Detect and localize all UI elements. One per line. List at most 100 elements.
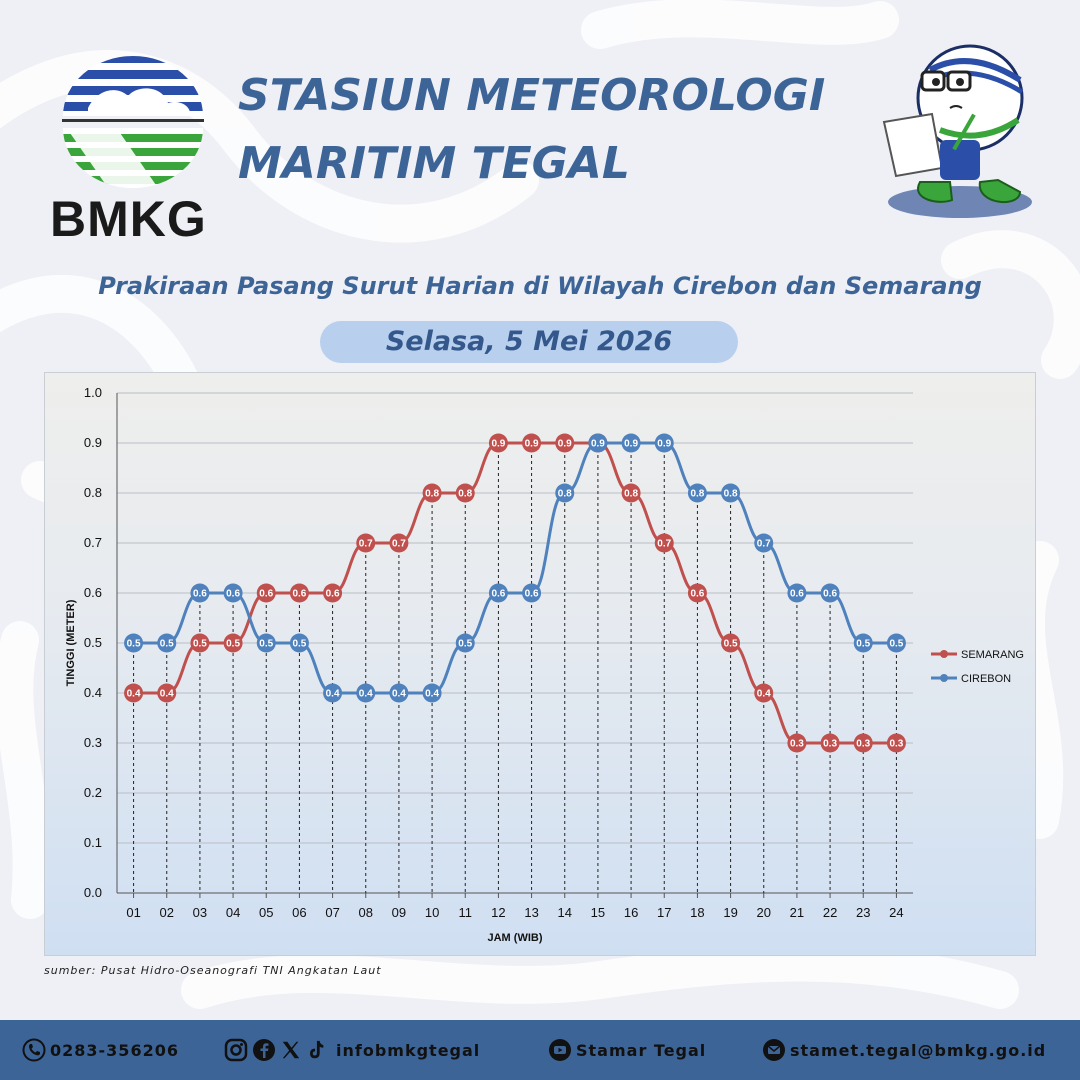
cirebon-point <box>289 633 309 653</box>
semarang-point <box>356 533 376 553</box>
semarang-point <box>190 633 210 653</box>
x-tick-label: 11 <box>459 905 473 920</box>
semarang-point <box>654 533 674 553</box>
page-title: STASIUN METEOROLOGI MARITIM TEGAL <box>238 62 825 198</box>
cirebon-point <box>820 583 840 603</box>
x-tick-label: 01 <box>126 905 140 920</box>
cirebon-point <box>754 533 774 553</box>
social-handle: infobmkgtegal <box>336 1040 481 1060</box>
cirebon-point <box>455 633 475 653</box>
chart-svg: 0.0 0.1 0.2 0.3 0.4 0.5 0.6 0.7 0.8 0.9 1.0 01 02 03 0… <box>65 385 1024 944</box>
x-tick-label: 02 <box>160 905 174 920</box>
footer-social[interactable]: infobmkgtegal <box>224 1020 480 1080</box>
cirebon-point <box>422 683 442 703</box>
cirebon-point <box>356 683 376 703</box>
semarang-data-label: 0.5 <box>226 639 240 650</box>
cirebon-data-label: 0.6 <box>193 589 207 600</box>
footer-email[interactable]: stamet.tegal@bmkg.go.id <box>762 1020 1046 1080</box>
y-tick-label: 0.8 <box>84 485 102 500</box>
x-tick-label: 20 <box>757 905 771 920</box>
semarang-data-label: 0.8 <box>458 489 472 500</box>
semarang-data-label: 0.7 <box>359 539 373 550</box>
semarang-data-label: 0.4 <box>127 689 141 700</box>
tiktok-icon <box>306 1039 326 1061</box>
cirebon-data-label: 0.6 <box>790 589 804 600</box>
semarang-data-label: 0.7 <box>392 539 406 550</box>
footer-bar: 0283-356206 infobmkgtegal Stamar Tegal s… <box>0 1020 1080 1080</box>
cirebon-point <box>787 583 807 603</box>
semarang-point <box>422 483 442 503</box>
x-twitter-icon <box>280 1039 302 1061</box>
cirebon-data-label: 0.6 <box>525 589 539 600</box>
semarang-point <box>886 733 906 753</box>
semarang-point <box>256 583 276 603</box>
y-tick-label: 1.0 <box>84 385 102 400</box>
cirebon-point <box>654 433 674 453</box>
chart-subtitle: Prakiraan Pasang Surut Harian di Wilayah… <box>98 272 982 300</box>
footer-youtube[interactable]: Stamar Tegal <box>548 1020 706 1080</box>
cirebon-data-label: 0.5 <box>458 639 472 650</box>
title-line-2: MARITIM TEGAL <box>238 138 630 189</box>
cirebon-legend-label: CIREBON <box>961 673 1011 685</box>
semarang-point <box>323 583 343 603</box>
cirebon-data-label: 0.9 <box>624 439 638 450</box>
semarang-data-label: 0.6 <box>259 589 273 600</box>
cirebon-point <box>256 633 276 653</box>
semarang-data-label: 0.5 <box>193 639 207 650</box>
x-tick-label: 03 <box>193 905 207 920</box>
cirebon-legend-marker <box>940 674 948 682</box>
semarang-point <box>124 683 144 703</box>
cirebon-point <box>124 633 144 653</box>
cirebon-data-label: 0.7 <box>757 539 771 550</box>
x-tick-label: 09 <box>392 905 406 920</box>
x-tick-label: 16 <box>624 905 638 920</box>
semarang-data-label: 0.8 <box>624 489 638 500</box>
cirebon-point <box>588 433 608 453</box>
youtube-icon <box>548 1038 572 1062</box>
semarang-data-label: 0.3 <box>856 739 870 750</box>
semarang-data-label: 0.6 <box>326 589 340 600</box>
cirebon-data-label: 0.5 <box>889 639 903 650</box>
semarang-point <box>488 433 508 453</box>
x-tick-label: 10 <box>425 905 439 920</box>
cirebon-point <box>223 583 243 603</box>
cirebon-series-line <box>133 441 897 695</box>
x-tick-label: 17 <box>657 905 671 920</box>
y-axis-title: TINGGI (METER) <box>65 599 77 686</box>
x-tick-label: 24 <box>889 905 903 920</box>
phone-number: 0283-356206 <box>50 1040 179 1060</box>
cirebon-data-label: 0.5 <box>160 639 174 650</box>
footer-phone[interactable]: 0283-356206 <box>22 1020 179 1080</box>
date-badge: Selasa, 5 Mei 2026 <box>320 321 738 363</box>
semarang-data-label: 0.9 <box>491 439 505 450</box>
semarang-point <box>157 683 177 703</box>
mascot-illustration <box>882 44 1032 218</box>
cirebon-data-label: 0.4 <box>425 689 439 700</box>
semarang-point <box>621 483 641 503</box>
semarang-data-label: 0.3 <box>889 739 903 750</box>
cirebon-point <box>522 583 542 603</box>
y-tick-label: 0.2 <box>84 785 102 800</box>
x-axis-title: JAM (WIB) <box>488 932 543 944</box>
y-tick-label: 0.6 <box>84 585 102 600</box>
x-tick-label: 21 <box>790 905 804 920</box>
cirebon-data-label: 0.6 <box>226 589 240 600</box>
cirebon-point <box>157 633 177 653</box>
semarang-data-label: 0.9 <box>525 439 539 450</box>
semarang-point <box>455 483 475 503</box>
cirebon-data-label: 0.8 <box>724 489 738 500</box>
x-tick-label: 18 <box>690 905 704 920</box>
cirebon-data-label: 0.5 <box>292 639 306 650</box>
x-tick-label: 13 <box>524 905 538 920</box>
cirebon-data-label: 0.9 <box>591 439 605 450</box>
cirebon-point <box>687 483 707 503</box>
cirebon-data-label: 0.4 <box>392 689 406 700</box>
x-tick-label: 14 <box>558 905 572 920</box>
semarang-point <box>289 583 309 603</box>
semarang-point <box>223 633 243 653</box>
x-tick-label: 23 <box>856 905 870 920</box>
email-address: stamet.tegal@bmkg.go.id <box>790 1040 1047 1060</box>
x-tick-label: 04 <box>226 905 240 920</box>
cirebon-point <box>853 633 873 653</box>
cirebon-data-label: 0.9 <box>657 439 671 450</box>
